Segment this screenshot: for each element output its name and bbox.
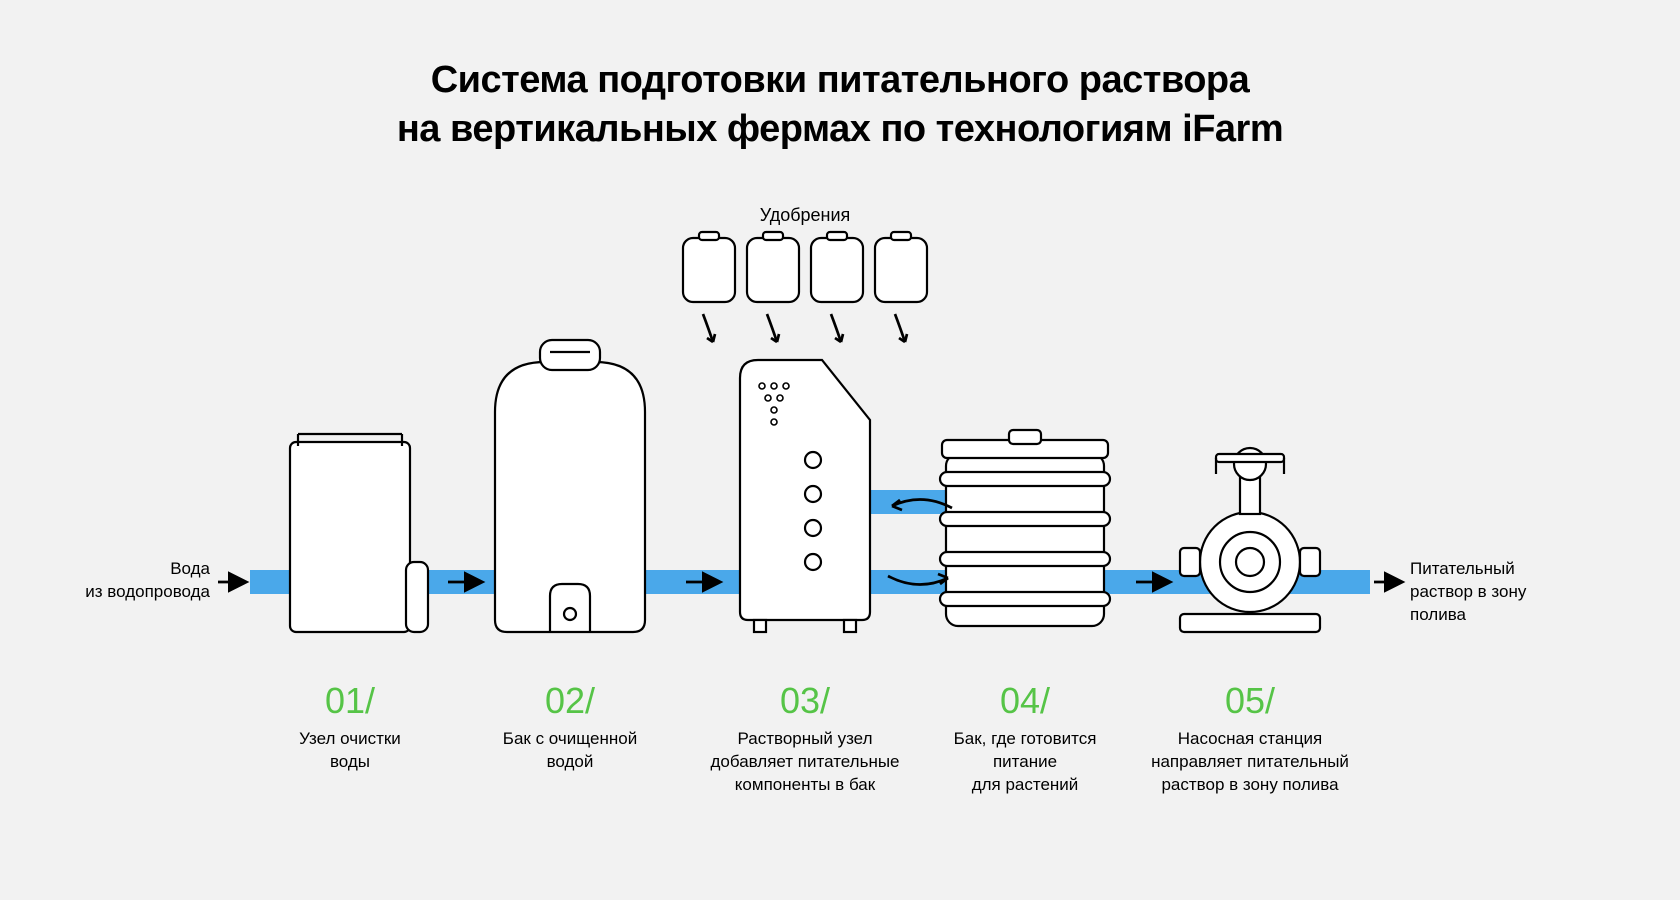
title-line-1: Система подготовки питательного раствора <box>431 59 1250 101</box>
fertilizer-label: Удобрения <box>725 205 885 226</box>
step-number-4: 04/ <box>945 680 1105 722</box>
step-description-1: Узел очисткиводы <box>230 728 470 774</box>
input-label-line1: Вода <box>170 559 210 578</box>
title-line-2: на вертикальных фермах по технологиям iF… <box>397 108 1283 150</box>
output-label-line3: полива <box>1410 605 1466 624</box>
step-number-1: 01/ <box>270 680 430 722</box>
step-number-2: 02/ <box>490 680 650 722</box>
output-label-line2: раствор в зону <box>1410 582 1526 601</box>
input-label-line2: из водопровода <box>85 582 210 601</box>
input-label: Вода из водопровода <box>70 558 210 604</box>
return-flow-pipe <box>870 490 970 514</box>
output-label: Питательный раствор в зону полива <box>1410 558 1590 627</box>
step-number-5: 05/ <box>1170 680 1330 722</box>
step-description-3: Растворный узелдобавляет питательныекомп… <box>685 728 925 797</box>
main-flow-pipe <box>250 570 1370 594</box>
step-description-2: Бак с очищеннойводой <box>450 728 690 774</box>
diagram-canvas: Система подготовки питательного раствора… <box>0 0 1680 900</box>
output-label-line1: Питательный <box>1410 559 1515 578</box>
diagram-title: Система подготовки питательного раствора… <box>0 56 1680 155</box>
step-number-3: 03/ <box>725 680 885 722</box>
step-description-5: Насосная станциянаправляет питательныйра… <box>1130 728 1370 797</box>
step-description-4: Бак, где готовитсяпитаниедля растений <box>905 728 1145 797</box>
